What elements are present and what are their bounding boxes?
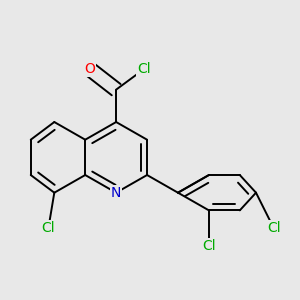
Text: Cl: Cl (42, 221, 55, 235)
Text: Cl: Cl (267, 221, 280, 235)
Text: O: O (84, 62, 95, 76)
Text: N: N (111, 186, 121, 200)
Text: Cl: Cl (137, 62, 151, 76)
Text: Cl: Cl (202, 239, 216, 253)
